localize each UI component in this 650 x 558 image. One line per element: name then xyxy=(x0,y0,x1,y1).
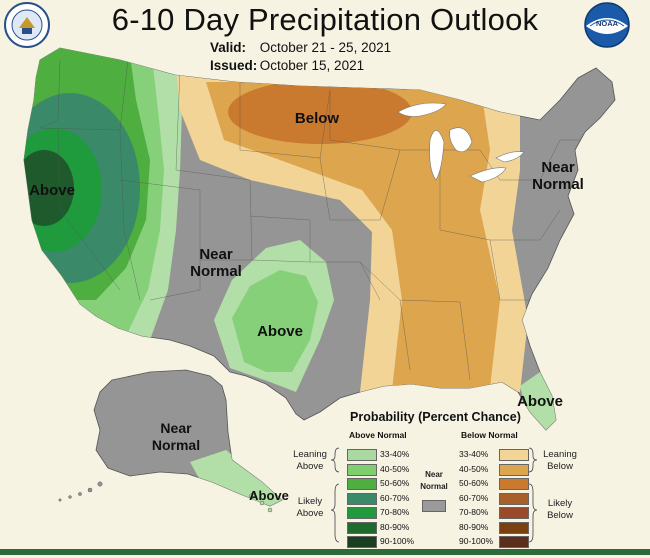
legend-above-heading: Above Normal xyxy=(349,430,407,440)
legend-likely-above: Likely Above xyxy=(296,496,324,519)
label-near-normal-west: Near Normal xyxy=(190,246,242,280)
label-near-normal-alaska: Near Normal xyxy=(151,420,201,453)
issued-value: October 15, 2021 xyxy=(259,58,365,73)
legend-above-range: 40-50% xyxy=(380,463,410,474)
legend-above-range: 50-60% xyxy=(380,478,410,488)
map-title: 6-10 Day Precipitation Outlook xyxy=(111,2,539,37)
alaska-panhandle-islands xyxy=(249,493,273,513)
label-above-southwest: Above xyxy=(257,323,303,340)
bottom-strip xyxy=(0,549,650,555)
aleutian-islands xyxy=(58,481,103,502)
legend-brackets xyxy=(330,447,538,543)
legend-near-normal-swatch xyxy=(422,500,446,512)
legend-below-row: 33-40% xyxy=(459,449,549,461)
legend-below-row: 80-90% xyxy=(459,521,549,534)
great-lakes xyxy=(397,102,525,183)
legend-below-range: 33-40% xyxy=(459,449,489,459)
legend-below-range: 90-100% xyxy=(459,536,494,546)
legend-above-row: 33-40% xyxy=(347,449,437,461)
legend-above-range: 90-100% xyxy=(380,536,415,546)
legend-below-range: 50-60% xyxy=(459,478,489,488)
legend-above-swatch xyxy=(347,478,377,490)
legend-above-swatch xyxy=(347,536,377,548)
legend-below-range: 60-70% xyxy=(459,492,489,503)
southwest-above-40-region xyxy=(232,270,318,372)
legend-below-range: 40-50% xyxy=(459,463,489,474)
legend-below-range: 80-90% xyxy=(459,521,489,532)
label-above-florida: Above xyxy=(517,393,563,410)
legend-below-row: 50-60% xyxy=(459,478,549,490)
legend-below-range: 70-80% xyxy=(459,507,489,517)
legend-above-range: 80-90% xyxy=(380,521,410,532)
legend-above-swatch xyxy=(347,507,377,519)
legend-below-heading: Below Normal xyxy=(461,430,518,440)
legend-near-normal-label: Near Normal xyxy=(420,470,448,491)
issued-line: Issued: October 15, 2021 xyxy=(210,58,364,73)
legend-above-range: 33-40% xyxy=(380,449,410,459)
legend-above-range: 60-70% xyxy=(380,492,410,503)
legend-below-swatch xyxy=(499,478,529,490)
issued-label: Issued: xyxy=(210,58,258,73)
label-near-normal-east: Near Normal xyxy=(532,159,584,193)
legend-below-swatch xyxy=(499,463,529,476)
legend-above-swatch xyxy=(347,521,377,534)
label-above-west: Above xyxy=(29,182,75,199)
legend-below-swatch xyxy=(499,492,529,505)
legend-below-row: 60-70% xyxy=(459,492,549,505)
central-below-40-region xyxy=(206,82,500,390)
alaska-above-region xyxy=(190,450,282,506)
legend-above-row: 70-80% xyxy=(347,507,437,519)
legend-title: Probability (Percent Chance) xyxy=(350,410,521,424)
legend-above-row: 60-70% xyxy=(347,492,437,505)
north-below-50-region xyxy=(228,80,412,144)
legend-above-swatch xyxy=(347,449,377,461)
legend-above-row: 50-60% xyxy=(347,478,437,490)
legend-below-swatch xyxy=(499,536,529,548)
label-above-alaska: Above xyxy=(249,488,289,503)
legend-leaning-above: Leaning Above xyxy=(293,449,327,472)
seal-icon xyxy=(4,2,50,48)
legend-likely-below: Likely Below xyxy=(547,498,573,521)
legend-above-row: 40-50% xyxy=(347,463,437,476)
legend-above-row: 90-100% xyxy=(347,536,437,548)
legend-above-row: 80-90% xyxy=(347,521,437,534)
noaa-logo-icon: NOAA xyxy=(584,2,630,48)
legend-below-swatch xyxy=(499,507,529,519)
legend-below-swatch xyxy=(499,521,529,534)
legend-below-row: 90-100% xyxy=(459,536,549,548)
legend-below-row: 70-80% xyxy=(459,507,549,519)
legend-below-row: 40-50% xyxy=(459,463,549,476)
valid-value: October 21 - 25, 2021 xyxy=(259,40,392,55)
label-below-north: Below xyxy=(294,110,340,127)
probability-legend: Probability (Percent Chance) Above Norma… xyxy=(277,408,577,558)
legend-above-range: 70-80% xyxy=(380,507,410,517)
state-lines xyxy=(39,59,580,381)
legend-above-swatch xyxy=(347,492,377,505)
valid-label: Valid: xyxy=(210,40,247,55)
valid-line: Valid: October 21 - 25, 2021 xyxy=(210,40,391,55)
legend-above-swatch xyxy=(347,463,377,476)
legend-leaning-below: Leaning Below xyxy=(543,449,577,472)
legend-below-swatch xyxy=(499,449,529,461)
svg-text:NOAA: NOAA xyxy=(596,19,619,28)
